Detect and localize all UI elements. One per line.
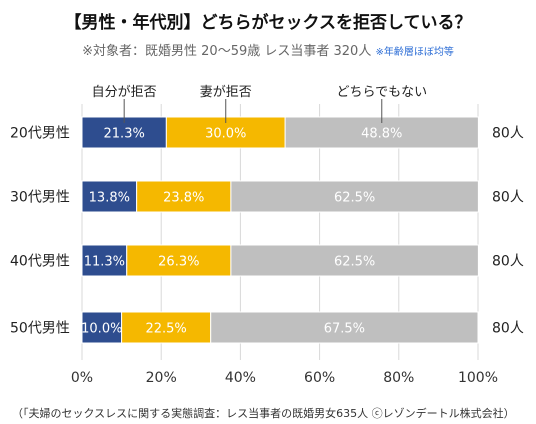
x-tick-label: 60% — [304, 370, 335, 386]
x-tick-label: 40% — [225, 370, 256, 386]
x-tick-label: 100% — [458, 370, 498, 386]
legend-label: どちらでもない — [336, 85, 427, 100]
data-label: 13.8% — [89, 191, 130, 206]
x-tick-label: 80% — [383, 370, 414, 386]
chart-subtitle: ※対象者：既婚男性 20〜59歳 レス当事者 320人 ※年齢層ほぼ均等 — [0, 40, 536, 59]
data-label: 21.3% — [104, 127, 145, 142]
count-label: 80人 — [492, 254, 524, 270]
data-label: 10.0% — [81, 322, 122, 337]
legend-label: 自分が拒否 — [92, 85, 157, 100]
x-tick-label: 20% — [146, 370, 177, 386]
chart-title: 【男性・年代別】どちらがセックスを拒否している？ — [64, 13, 472, 33]
data-label: 48.8% — [361, 127, 402, 142]
data-label: 23.8% — [163, 191, 204, 206]
bar-segment — [210, 311, 479, 344]
subtitle-text: ※対象者：既婚男性 20〜59歳 レス当事者 320人 — [82, 44, 372, 59]
data-label: 26.3% — [158, 255, 199, 270]
count-label: 80人 — [492, 190, 524, 206]
bar-segment — [81, 244, 128, 277]
count-label: 80人 — [492, 126, 524, 142]
bar-segment — [230, 180, 479, 213]
subtitle-note: ※年齢層ほぼ均等 — [375, 47, 454, 58]
data-label: 22.5% — [145, 322, 186, 337]
data-label: 30.0% — [205, 127, 246, 142]
category-label: 50代男性 — [10, 321, 70, 337]
category-label: 40代男性 — [10, 254, 70, 270]
bar-segment — [126, 244, 232, 277]
category-label: 30代男性 — [10, 190, 70, 206]
category-label: 20代男性 — [10, 126, 70, 142]
legend-label: 妻が拒否 — [200, 85, 252, 100]
bar-segment — [230, 244, 479, 277]
data-label: 11.3% — [84, 255, 125, 270]
source-footnote: （「夫婦のセックスレスに関する実態調査：レス当事者の既婚男女635人 ⓒレゾンデ… — [12, 407, 515, 420]
bar-segment — [121, 311, 212, 344]
data-label: 67.5% — [324, 322, 365, 337]
data-label: 62.5% — [334, 255, 375, 270]
count-label: 80人 — [492, 321, 524, 337]
x-tick-label: 0% — [71, 370, 93, 386]
data-label: 62.5% — [334, 191, 375, 206]
